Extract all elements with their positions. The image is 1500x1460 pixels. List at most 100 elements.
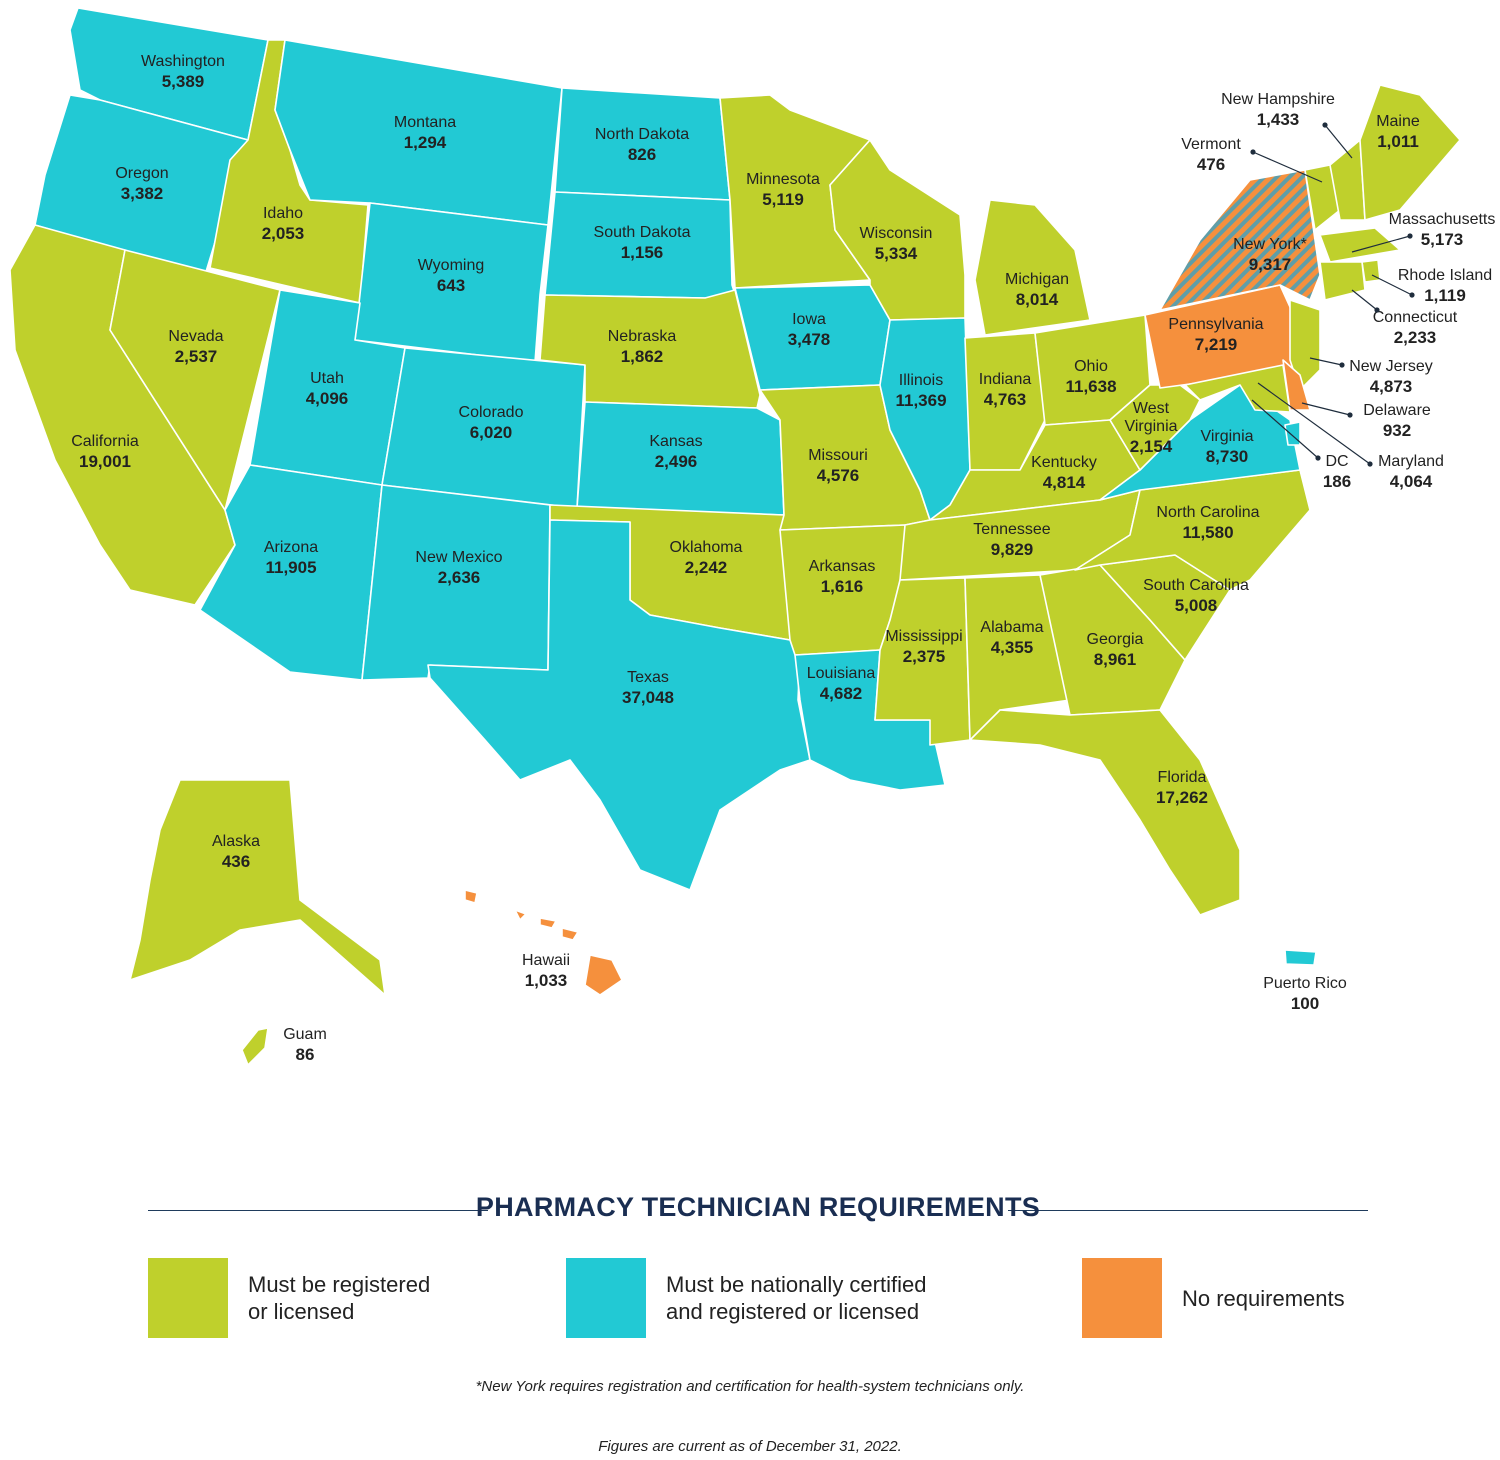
region-value-alaska: 436 [222, 852, 250, 871]
region-name-texas: Texas [627, 669, 669, 686]
region-value-washington: 5,389 [162, 72, 205, 91]
region-name-arkansas: Arkansas [809, 558, 876, 575]
region-value-kentucky: 4,814 [1043, 473, 1086, 492]
leader-dot-new-hampshire [1322, 122, 1328, 128]
region-value-idaho: 2,053 [262, 224, 305, 243]
region-name-ohio: Ohio [1074, 358, 1108, 375]
region-name-oklahoma: Oklahoma [670, 539, 743, 556]
region-value-guam: 86 [296, 1045, 315, 1064]
region-name-maine: Maine [1376, 113, 1420, 130]
region-value-missouri: 4,576 [817, 466, 860, 485]
region-name-washington: Washington [141, 53, 225, 70]
region-value-colorado: 6,020 [470, 423, 513, 442]
region-value-west-virginia: 2,154 [1130, 437, 1173, 456]
region-name-arizona: Arizona [264, 539, 318, 556]
region-value-new-york: 9,317 [1249, 255, 1292, 274]
region-name-new-hampshire: New Hampshire [1221, 91, 1335, 108]
region-shape-rhode-island [1361, 259, 1381, 283]
region-value-new-jersey: 4,873 [1370, 377, 1413, 396]
region-name-pennsylvania: Pennsylvania [1168, 316, 1263, 333]
region-value-minnesota: 5,119 [762, 190, 804, 209]
region-name-virginia: Virginia [1200, 428, 1253, 445]
region-value-north-dakota: 826 [628, 145, 656, 164]
region-shape-north-carolina [1074, 469, 1311, 591]
figures-note: Figures are current as of December 31, 2… [598, 1438, 902, 1455]
legend-label-certified: Must be nationally certified and register… [666, 1272, 927, 1324]
region-name-alaska: Alaska [212, 833, 260, 850]
region-name-utah: Utah [310, 370, 344, 387]
legend-item-none: No requirements [1082, 1258, 1382, 1338]
legend-item-registered: Must be registered or licensed [148, 1258, 508, 1338]
region-shape-indiana [964, 332, 1046, 471]
leader-dot-rhode-island [1409, 292, 1415, 298]
region-shape-maryland [1184, 364, 1291, 413]
region-value-nevada: 2,537 [175, 347, 218, 366]
region-value-wyoming: 643 [437, 276, 465, 295]
region-name-colorado: Colorado [459, 404, 524, 421]
legend-swatch-none [1082, 1258, 1162, 1338]
region-value-arkansas: 1,616 [821, 577, 864, 596]
legend-title: PHARMACY TECHNICIAN REQUIREMENTS [475, 1192, 1041, 1222]
leader-line-rhode-island [1371, 274, 1413, 296]
leader-dot-dc [1315, 455, 1321, 461]
region-name-new-york: New York* [1233, 236, 1307, 253]
region-name-georgia: Georgia [1087, 631, 1144, 648]
region-value-rhode-island: 1,119 [1424, 286, 1466, 305]
region-name-new-mexico: New Mexico [415, 549, 502, 566]
legend-rule-left [148, 1210, 488, 1211]
region-name-west-virginia: West [1133, 400, 1170, 417]
region-name-kentucky: Kentucky [1031, 454, 1097, 471]
region-name-north-dakota: North Dakota [595, 126, 689, 143]
region-value-hawaii: 1,033 [525, 971, 568, 990]
region-shape-puerto-rico [1284, 949, 1317, 966]
region-value-delaware: 932 [1383, 421, 1411, 440]
region-value-virginia: 8,730 [1206, 447, 1249, 466]
region-value-oklahoma: 2,242 [685, 558, 728, 577]
region-value-nebraska: 1,862 [621, 347, 664, 366]
region-name-delaware: Delaware [1363, 402, 1431, 419]
region-value-connecticut: 2,233 [1394, 328, 1437, 347]
region-name-west-virginia: Virginia [1124, 418, 1177, 435]
region-value-south-dakota: 1,156 [621, 243, 664, 262]
region-value-vermont: 476 [1197, 155, 1225, 174]
us-map: Washington 5,389 Oregon 3,382 California 19,0… [9, 7, 1495, 1066]
region-name-kansas: Kansas [649, 433, 702, 450]
region-shape-massachusetts [1319, 227, 1401, 263]
region-name-north-carolina: North Carolina [1156, 504, 1259, 521]
region-value-maryland: 4,064 [1390, 472, 1433, 491]
leader-dot-vermont [1250, 149, 1256, 155]
region-value-arizona: 11,905 [265, 558, 316, 577]
region-value-indiana: 4,763 [984, 390, 1027, 409]
region-name-rhode-island: Rhode Island [1398, 267, 1492, 284]
region-value-mississippi: 2,375 [903, 647, 946, 666]
region-name-south-carolina: South Carolina [1143, 577, 1249, 594]
region-value-tennessee: 9,829 [991, 540, 1034, 559]
region-name-maryland: Maryland [1378, 453, 1444, 470]
legend-label-registered: Must be registered or licensed [248, 1272, 431, 1324]
region-name-indiana: Indiana [979, 371, 1032, 388]
legend-header: PHARMACY TECHNICIAN REQUIREMENTS [148, 1188, 1368, 1232]
region-shape-florida [969, 709, 1241, 916]
region-value-montana: 1,294 [404, 133, 447, 152]
region-value-dc: 186 [1323, 472, 1351, 491]
leader-dot-connecticut [1374, 307, 1380, 313]
region-shape-new-york [1159, 169, 1321, 311]
region-name-idaho: Idaho [263, 205, 303, 222]
region-shape-texas [427, 519, 811, 891]
legend-item-certified: Must be nationally certified and register… [566, 1258, 986, 1338]
footnote: *New York requires registration and cert… [475, 1378, 1025, 1395]
region-name-dc: DC [1325, 453, 1348, 470]
region-name-nebraska: Nebraska [608, 328, 677, 345]
region-value-new-hampshire: 1,433 [1257, 110, 1300, 129]
region-name-nevada: Nevada [168, 328, 223, 345]
region-value-kansas: 2,496 [655, 452, 698, 471]
region-name-california: California [71, 433, 139, 450]
leader-line-maryland [1257, 382, 1371, 465]
region-name-wisconsin: Wisconsin [860, 225, 933, 242]
region-shape-north-dakota [554, 87, 731, 201]
region-value-pennsylvania: 7,219 [1195, 335, 1238, 354]
region-value-oregon: 3,382 [121, 184, 164, 203]
region-value-texas: 37,048 [622, 688, 674, 707]
region-value-georgia: 8,961 [1094, 650, 1137, 669]
leader-line-delaware [1301, 402, 1351, 416]
